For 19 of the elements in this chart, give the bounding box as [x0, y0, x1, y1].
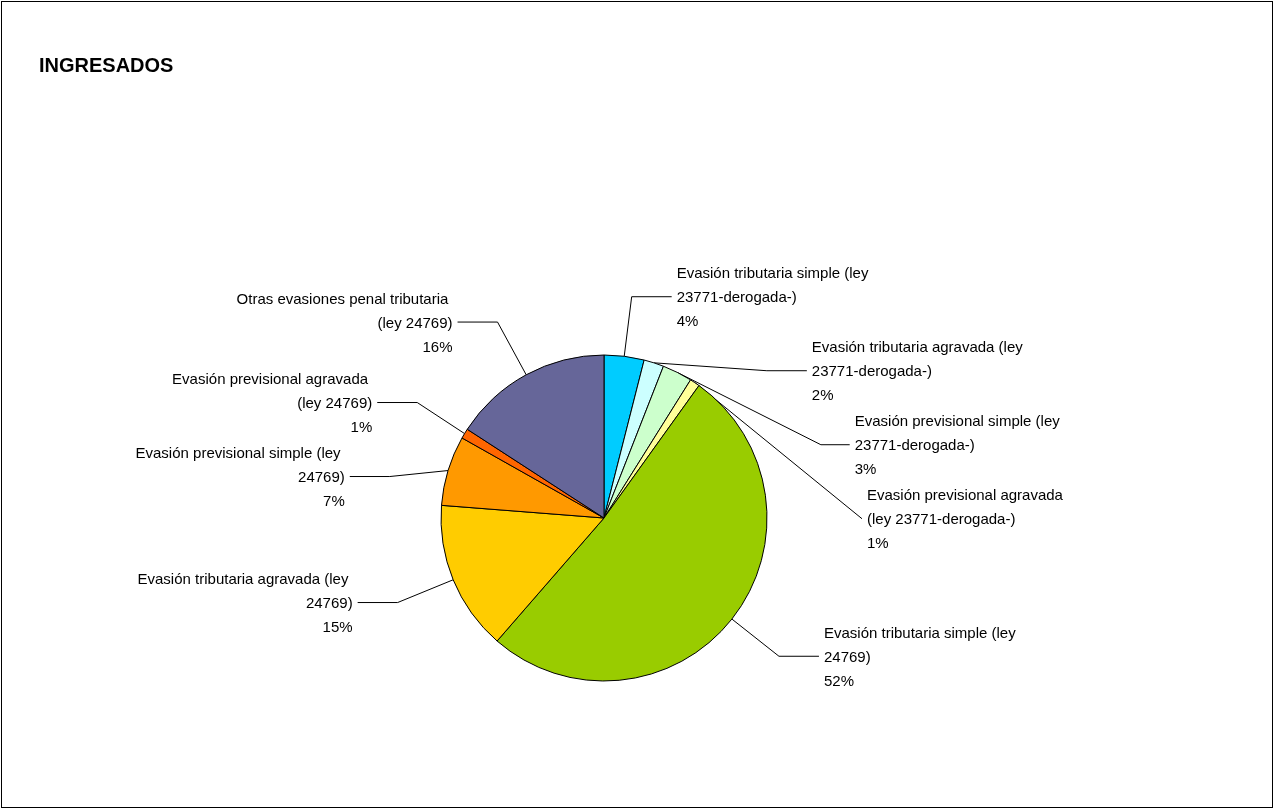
slice-label: Evasión previsional simple (ley 23771-derogada-) [854, 412, 1064, 454]
data-label: 4% [676, 312, 699, 330]
data-label: 1% [867, 534, 889, 552]
slice-label: Evasión previsional agravada (ley 24769) [172, 370, 373, 412]
data-label: 52% [823, 671, 854, 689]
data-label: 16% [422, 337, 453, 355]
slice-label: Evasión previsional simple (ley 24769) [135, 444, 345, 486]
data-label: 15% [322, 618, 353, 636]
slice-label: Evasión previsional agravada (ley 23771-derogada-) [867, 486, 1068, 528]
slice-label: Evasión tributaria simple (ley 23771-derogada-) [676, 264, 873, 306]
slice-label: Evasión tributaria simple (ley 24769) [823, 623, 1020, 665]
data-label: 7% [323, 492, 345, 510]
chart-title: INGRESADOS [39, 54, 174, 76]
slice-label: Evasión tributaria agravada (ley 24769) [137, 570, 353, 612]
data-label: 1% [350, 418, 373, 436]
slice-label: Otras evasiones penal tributaria (ley 24769) [236, 289, 453, 331]
data-label: 3% [854, 460, 877, 478]
slice-label: Evasión tributaria agravada (ley 23771-derogada-) [811, 338, 1027, 380]
data-label: 2% [811, 386, 834, 404]
